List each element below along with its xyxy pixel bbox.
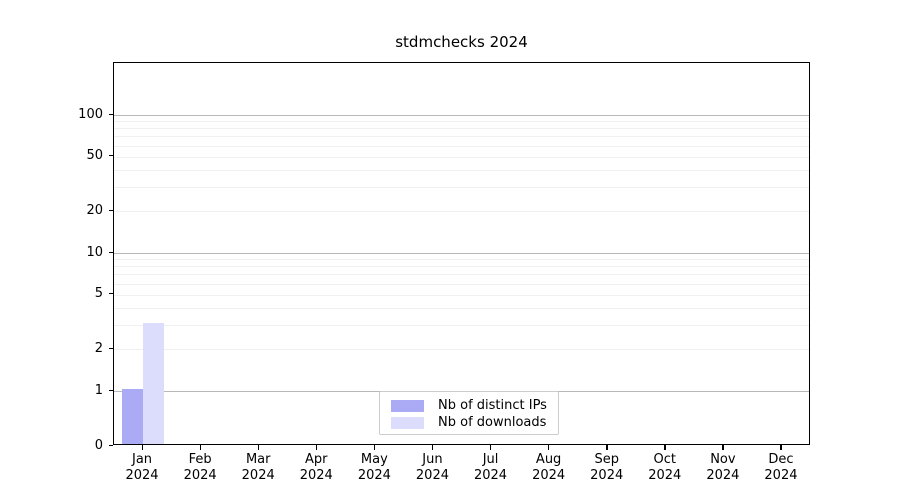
x-axis-tick-mark [548,445,550,450]
x-axis-tick-label: Aug 2024 [509,452,589,483]
x-axis-tick-label: Jul 2024 [451,452,531,483]
x-tick-year: 2024 [764,467,798,483]
legend-swatch-downloads [391,416,424,429]
legend-swatch-distinct-ips [391,399,424,412]
gridline-minor [114,121,809,123]
x-tick-month: Jul [482,452,499,467]
legend-label-distinct-ips: Nb of distinct IPs [438,398,547,413]
y-axis-tick-mark [108,251,113,253]
x-axis-tick-label: Mar 2024 [218,452,298,483]
x-axis-tick-mark [664,445,666,450]
x-axis-tick-mark [257,445,259,450]
y-axis-tick-label: 50 [86,148,103,164]
x-tick-year: 2024 [532,467,566,483]
x-axis-tick-mark [722,445,724,450]
y-axis-tick-label: 20 [86,202,103,218]
x-axis-tick-mark [199,445,201,450]
y-axis-tick-label: 2 [94,340,103,356]
x-axis-tick-mark [373,445,376,450]
gridline-minor [114,294,809,296]
legend-label-downloads: Nb of downloads [438,415,547,430]
y-axis-tick-label: 10 [86,244,103,260]
y-axis-tick-mark [108,444,113,446]
x-axis-tick-label: Jan 2024 [102,452,182,483]
x-tick-month: Aug [535,452,562,467]
x-tick-year: 2024 [241,467,275,483]
x-tick-month: Apr [305,452,328,467]
y-axis-tick-label: 1 [94,382,103,398]
legend-item[interactable]: Nb of distinct IPs [380,397,558,414]
x-axis-tick-mark [780,445,782,450]
x-tick-year: 2024 [299,467,333,483]
gridline-minor [114,259,809,261]
chart-legend: Nb of distinct IPs Nb of downloads [379,391,559,435]
gridline-minor [114,187,809,189]
x-tick-month: Jun [422,452,443,467]
gridline-minor [114,274,809,276]
gridline-major [114,115,809,116]
x-tick-month: Feb [188,452,212,467]
gridline-minor [114,211,809,213]
x-tick-year: 2024 [473,467,508,483]
gridline-minor [114,145,809,147]
y-axis-tick-mark [108,209,113,212]
x-axis-tick-label: Nov 2024 [683,452,763,483]
x-tick-year: 2024 [706,467,740,483]
bar [143,323,165,444]
chart-title: stdmchecks 2024 [395,33,528,51]
x-tick-month: May [360,452,388,467]
y-axis-tick-mark [108,155,113,157]
gridline-minor [114,349,809,351]
x-axis-tick-mark [431,445,434,450]
x-tick-year: 2024 [183,467,217,483]
x-tick-year: 2024 [125,467,159,483]
gridline-minor [114,307,809,309]
y-axis-tick-label: 100 [78,106,103,122]
x-tick-year: 2024 [590,467,624,483]
x-axis-tick-label: Feb 2024 [160,452,240,483]
x-axis-tick-label: Oct 2024 [625,452,705,483]
x-axis-tick-mark [606,445,608,450]
x-tick-month: Jan [132,452,153,467]
gridline-minor [114,128,809,130]
x-tick-year: 2024 [648,467,682,483]
gridline-minor [114,136,809,138]
x-tick-month: Oct [653,452,677,467]
gridline-minor [114,266,809,268]
bar [122,389,144,444]
x-axis-tick-mark [490,445,492,450]
y-axis-tick-mark [108,347,113,350]
y-axis-tick-mark [108,293,113,295]
y-axis-tick-label: 0 [94,437,103,453]
legend-item[interactable]: Nb of downloads [380,414,558,431]
gridline-minor [114,325,809,327]
gridline-major [114,253,809,254]
gridline-minor [114,156,809,158]
x-tick-year: 2024 [357,467,391,483]
x-axis-tick-label: Jun 2024 [392,452,472,483]
x-tick-month: Nov [710,452,736,467]
x-tick-year: 2024 [415,467,449,483]
x-axis-tick-mark [141,445,143,450]
x-axis-tick-label: Apr 2024 [276,452,356,483]
x-tick-month: Dec [768,452,794,467]
x-tick-month: Mar [245,452,271,467]
gridline-minor [114,169,809,171]
y-axis-tick-mark [108,113,113,115]
y-axis-tick-mark [108,389,113,391]
gridline-minor [114,283,809,285]
x-axis-tick-label: May 2024 [334,452,414,483]
x-axis-tick-label: Dec 2024 [741,452,821,483]
y-axis-tick-label: 5 [94,286,103,302]
plot-area [113,62,810,445]
x-tick-month: Sep [594,452,619,467]
x-axis-tick-mark [315,445,318,450]
x-axis-tick-label: Sep 2024 [567,452,647,483]
